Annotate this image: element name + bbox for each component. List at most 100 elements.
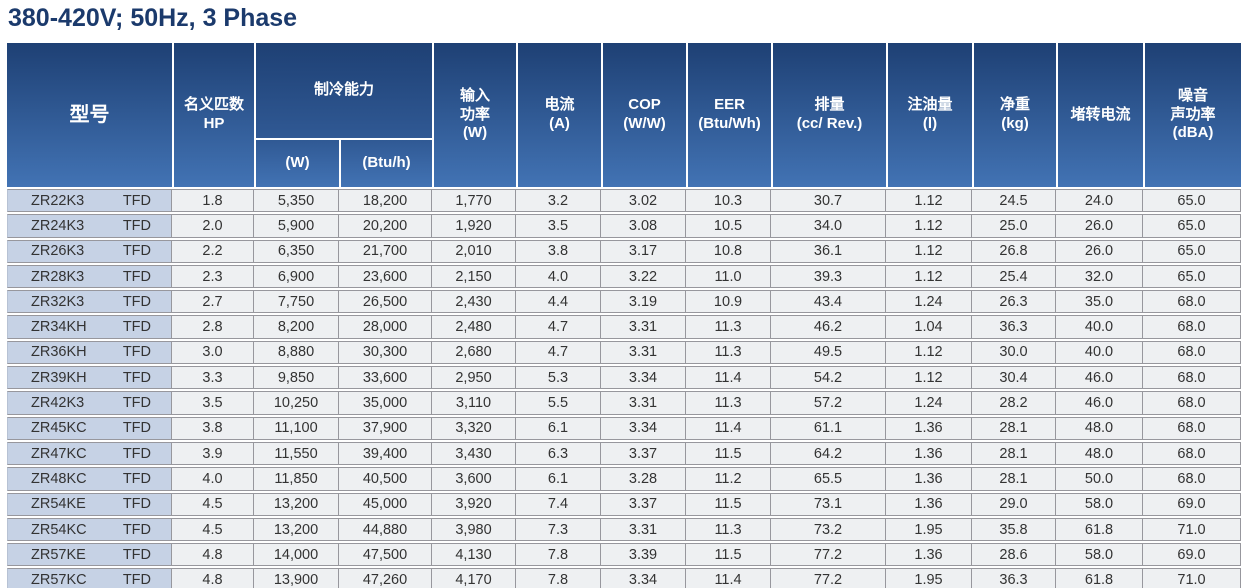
data-cell: 21,700 <box>339 239 433 263</box>
data-cell: 2.0 <box>172 214 254 238</box>
data-cell: 2,150 <box>432 264 517 289</box>
data-cell: 4.8 <box>172 568 254 588</box>
data-cell: 35.0 <box>1056 290 1144 314</box>
data-cell: 1.04 <box>886 315 973 339</box>
data-cell: 11.4 <box>686 416 772 440</box>
data-cell: 1.36 <box>886 467 973 491</box>
data-cell: 13,900 <box>254 568 339 588</box>
table-body: ZR22K3 TFD 1.8 5,350 18,200 1,770 3.2 3.02 10.3 3… <box>7 189 1242 588</box>
data-cell: 11.3 <box>686 315 772 339</box>
data-cell: 1.36 <box>886 416 973 440</box>
model-variant: TFD <box>122 217 151 234</box>
model-cell: ZR26K3 TFD <box>7 239 172 263</box>
data-cell: 34.0 <box>771 214 887 238</box>
data-cell: 6.3 <box>516 441 602 466</box>
data-cell: 4.0 <box>172 467 254 491</box>
col-header-cooling-capacity: 制冷能力 <box>254 43 433 138</box>
data-cell: 1.95 <box>886 517 973 542</box>
model-cell: ZR57KE TFD <box>7 543 172 567</box>
data-cell: 36.1 <box>771 239 887 263</box>
data-cell: 30.7 <box>771 189 887 213</box>
model-variant: TFD <box>122 572 151 588</box>
table-row: ZR28K3 TFD 2.3 6,900 23,600 2,150 4.0 3.22 11.0 3… <box>7 264 1242 289</box>
model-variant: TFD <box>122 395 151 412</box>
data-cell: 61.8 <box>1056 568 1144 588</box>
col-header-oil-charge: 注油量 (l) <box>886 43 973 187</box>
data-cell: 25.0 <box>972 214 1057 238</box>
table-row: ZR54KC TFD 4.5 13,200 44,880 3,980 7.3 3.31 11.3… <box>7 517 1242 542</box>
data-cell: 4.0 <box>516 264 602 289</box>
model-variant: TFD <box>122 445 151 462</box>
data-cell: 36.3 <box>972 568 1057 588</box>
data-cell: 23,600 <box>339 264 433 289</box>
model-name: ZR34KH <box>31 319 87 336</box>
data-cell: 1,920 <box>432 214 517 238</box>
model-cell: ZR22K3 TFD <box>7 189 172 213</box>
model-cell: ZR36KH TFD <box>7 340 172 365</box>
data-cell: 11,850 <box>254 467 339 491</box>
data-cell: 3.2 <box>516 189 602 213</box>
data-cell: 50.0 <box>1056 467 1144 491</box>
data-cell: 57.2 <box>771 391 887 415</box>
data-cell: 10,250 <box>254 391 339 415</box>
data-cell: 3,600 <box>432 467 517 491</box>
model-cell: ZR48KC TFD <box>7 467 172 491</box>
table-row: ZR22K3 TFD 1.8 5,350 18,200 1,770 3.2 3.02 10.3 3… <box>7 189 1242 213</box>
data-cell: 11.3 <box>686 391 772 415</box>
data-cell: 13,200 <box>254 517 339 542</box>
data-cell: 7.4 <box>516 492 602 516</box>
model-name: ZR45KC <box>31 420 87 437</box>
data-cell: 2,680 <box>432 340 517 365</box>
data-cell: 26.8 <box>972 239 1057 263</box>
data-cell: 3,980 <box>432 517 517 542</box>
model-name: ZR36KH <box>31 344 87 361</box>
data-cell: 10.9 <box>686 290 772 314</box>
data-cell: 10.8 <box>686 239 772 263</box>
data-cell: 3.31 <box>601 391 687 415</box>
data-cell: 2.7 <box>172 290 254 314</box>
col-header-cop: COP (W/W) <box>601 43 687 187</box>
data-cell: 28.1 <box>972 441 1057 466</box>
data-cell: 7.8 <box>516 543 602 567</box>
data-cell: 3.34 <box>601 568 687 588</box>
data-cell: 13,200 <box>254 492 339 516</box>
data-cell: 1.12 <box>886 239 973 263</box>
data-cell: 1.12 <box>886 340 973 365</box>
data-cell: 1.12 <box>886 366 973 390</box>
data-cell: 46.0 <box>1056 391 1144 415</box>
data-cell: 68.0 <box>1143 315 1242 339</box>
data-cell: 8,880 <box>254 340 339 365</box>
model-name: ZR28K3 <box>31 268 85 285</box>
data-cell: 3,110 <box>432 391 517 415</box>
data-cell: 1.36 <box>886 441 973 466</box>
data-cell: 3.22 <box>601 264 687 289</box>
data-cell: 26.3 <box>972 290 1057 314</box>
data-cell: 20,200 <box>339 214 433 238</box>
data-cell: 7,750 <box>254 290 339 314</box>
data-cell: 68.0 <box>1143 441 1242 466</box>
col-header-noise: 噪音 声功率 (dBA) <box>1143 43 1242 187</box>
data-cell: 3.8 <box>516 239 602 263</box>
data-cell: 2.2 <box>172 239 254 263</box>
model-cell: ZR54KE TFD <box>7 492 172 516</box>
model-cell: ZR57KC TFD <box>7 568 172 588</box>
model-name: ZR22K3 <box>31 192 85 209</box>
table-row: ZR42K3 TFD 3.5 10,250 35,000 3,110 5.5 3.31 11.3… <box>7 391 1242 415</box>
data-cell: 6.1 <box>516 416 602 440</box>
data-cell: 4.8 <box>172 543 254 567</box>
data-cell: 30.4 <box>972 366 1057 390</box>
data-cell: 71.0 <box>1143 517 1242 542</box>
data-cell: 1.24 <box>886 290 973 314</box>
table-row: ZR54KE TFD 4.5 13,200 45,000 3,920 7.4 3.37 11.5… <box>7 492 1242 516</box>
model-variant: TFD <box>122 496 151 513</box>
model-variant: TFD <box>122 344 151 361</box>
data-cell: 24.0 <box>1056 189 1144 213</box>
data-cell: 28.1 <box>972 467 1057 491</box>
data-cell: 33,600 <box>339 366 433 390</box>
table-row: ZR45KC TFD 3.8 11,100 37,900 3,320 6.1 3.34 11.4… <box>7 416 1242 440</box>
data-cell: 2,480 <box>432 315 517 339</box>
data-cell: 11.2 <box>686 467 772 491</box>
data-cell: 58.0 <box>1056 543 1144 567</box>
data-cell: 10.3 <box>686 189 772 213</box>
col-header-hp: 名义匹数 HP <box>172 43 254 187</box>
